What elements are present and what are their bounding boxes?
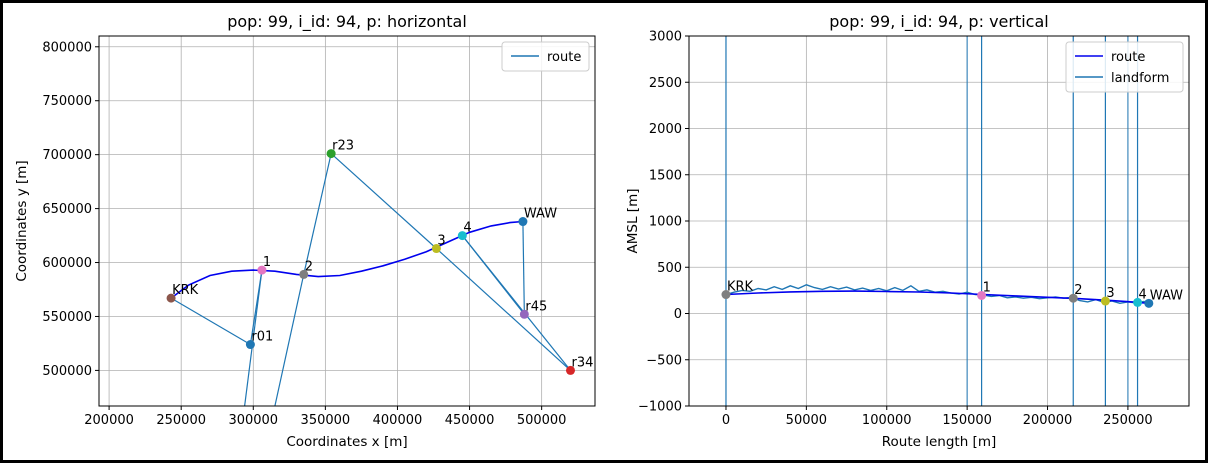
waypoint-label: r23 (332, 139, 354, 154)
waypoint-label: r01 (251, 330, 273, 345)
waypoint-marker (166, 293, 176, 303)
x-tick-label: 250000 (1103, 413, 1153, 428)
chart-2: KRK 1 2 3 4 WAW 0 50000 100000 150000 200000 250000… (625, 12, 1190, 450)
x-tick-label: 100000 (862, 413, 912, 428)
connector-segment (435, 248, 571, 371)
waypoint-marker (518, 217, 528, 227)
route-line (170, 220, 523, 299)
waypoint-label: 3 (1106, 286, 1114, 301)
y-tick-label: 1000 (649, 215, 682, 230)
waypoint-marker (245, 340, 255, 350)
y-tick-label: −500 (646, 353, 682, 368)
x-tick-label: 450000 (445, 413, 495, 428)
waypoint-label: 1 (983, 280, 991, 295)
waypoint-marker (326, 149, 336, 159)
x-tick-label: 300000 (228, 413, 278, 428)
chart-1: KRK 1 2 3 4 WAW r01 r23 r34 r45 200000 250000 300000… (14, 12, 596, 450)
waypoint-label: r34 (571, 355, 593, 370)
waypoint-marker (977, 290, 987, 300)
x-tick-label: 150000 (942, 413, 992, 428)
y-tick-label: 3000 (649, 30, 682, 45)
y-tick-label: 500000 (42, 364, 92, 379)
waypoint-marker (1133, 297, 1143, 307)
y-tick-label: 750000 (42, 94, 92, 109)
waypoint-label: 2 (1074, 283, 1082, 298)
x-axis-label: Coordinates x [m] (286, 434, 407, 450)
landform-line (725, 284, 1150, 305)
x-tick-label: 200000 (1023, 413, 1073, 428)
legend: route (501, 41, 590, 72)
y-tick-label: 500 (657, 261, 682, 276)
axes-frame (98, 35, 596, 407)
connector-segment (303, 153, 332, 275)
connector-segment (522, 221, 525, 315)
waypoint-label: KRK (172, 283, 199, 298)
legend-label: landform (1111, 71, 1169, 86)
waypoint-marker (565, 365, 575, 375)
y-tick-label: 700000 (42, 148, 92, 163)
y-axis-label: Coordinates y [m] (14, 160, 30, 281)
connector-segment (461, 235, 525, 315)
chart-title: pop: 99, i_id: 94, p: vertical (829, 12, 1048, 32)
legend-box (501, 41, 590, 72)
chart-title: pop: 99, i_id: 94, p: horizontal (227, 12, 467, 32)
x-axis-label: Route length [m] (882, 434, 997, 450)
x-tick-label: 400000 (373, 413, 423, 428)
waypoint-marker (257, 265, 267, 275)
x-tick-label: 350000 (301, 413, 351, 428)
waypoint-marker (1144, 298, 1154, 308)
y-tick-label: 650000 (42, 202, 92, 217)
plot-area (721, 36, 1154, 406)
waypoint-label: 3 (437, 234, 445, 249)
waypoint-label: r45 (525, 299, 547, 314)
legend-label: route (547, 50, 581, 65)
connector-segment (274, 274, 305, 406)
x-tick-label: 500000 (517, 413, 567, 428)
waypoint-marker (431, 244, 441, 254)
connector-segment (170, 297, 251, 346)
waypoint-marker (299, 269, 309, 279)
legend-box (1065, 41, 1184, 93)
waypoint-label: KRK (727, 280, 754, 295)
plot-area (166, 149, 575, 406)
waypoint-marker (721, 290, 731, 300)
legend-label: route (1111, 50, 1145, 65)
waypoint-label: 4 (463, 221, 471, 236)
waypoint-marker (1068, 293, 1078, 303)
y-tick-label: 600000 (42, 256, 92, 271)
y-axis-label: AMSL [m] (625, 189, 641, 254)
waypoint-label: 1 (263, 255, 271, 270)
y-tick-label: 0 (674, 307, 682, 322)
legend: route landform (1065, 41, 1184, 93)
connector-segment (330, 153, 437, 249)
waypoint-label: WAW (524, 207, 557, 222)
x-tick-label: 250000 (156, 413, 206, 428)
waypoint-label: 4 (1139, 287, 1147, 302)
y-tick-label: 2500 (649, 76, 682, 91)
y-tick-label: 550000 (42, 310, 92, 325)
y-tick-label: 2000 (649, 122, 682, 137)
x-tick-label: 200000 (84, 413, 134, 428)
waypoint-marker (519, 309, 529, 319)
waypoint-marker (457, 231, 467, 241)
y-tick-label: −1000 (638, 400, 682, 415)
connector-segment (244, 270, 263, 406)
y-tick-label: 1500 (649, 168, 682, 183)
waypoint-label: WAW (1150, 288, 1183, 303)
y-tick-label: 800000 (42, 40, 92, 55)
x-tick-label: 50000 (786, 413, 827, 428)
waypoint-label: 2 (305, 259, 313, 274)
x-tick-label: 0 (722, 413, 730, 428)
waypoint-marker (1100, 296, 1110, 306)
